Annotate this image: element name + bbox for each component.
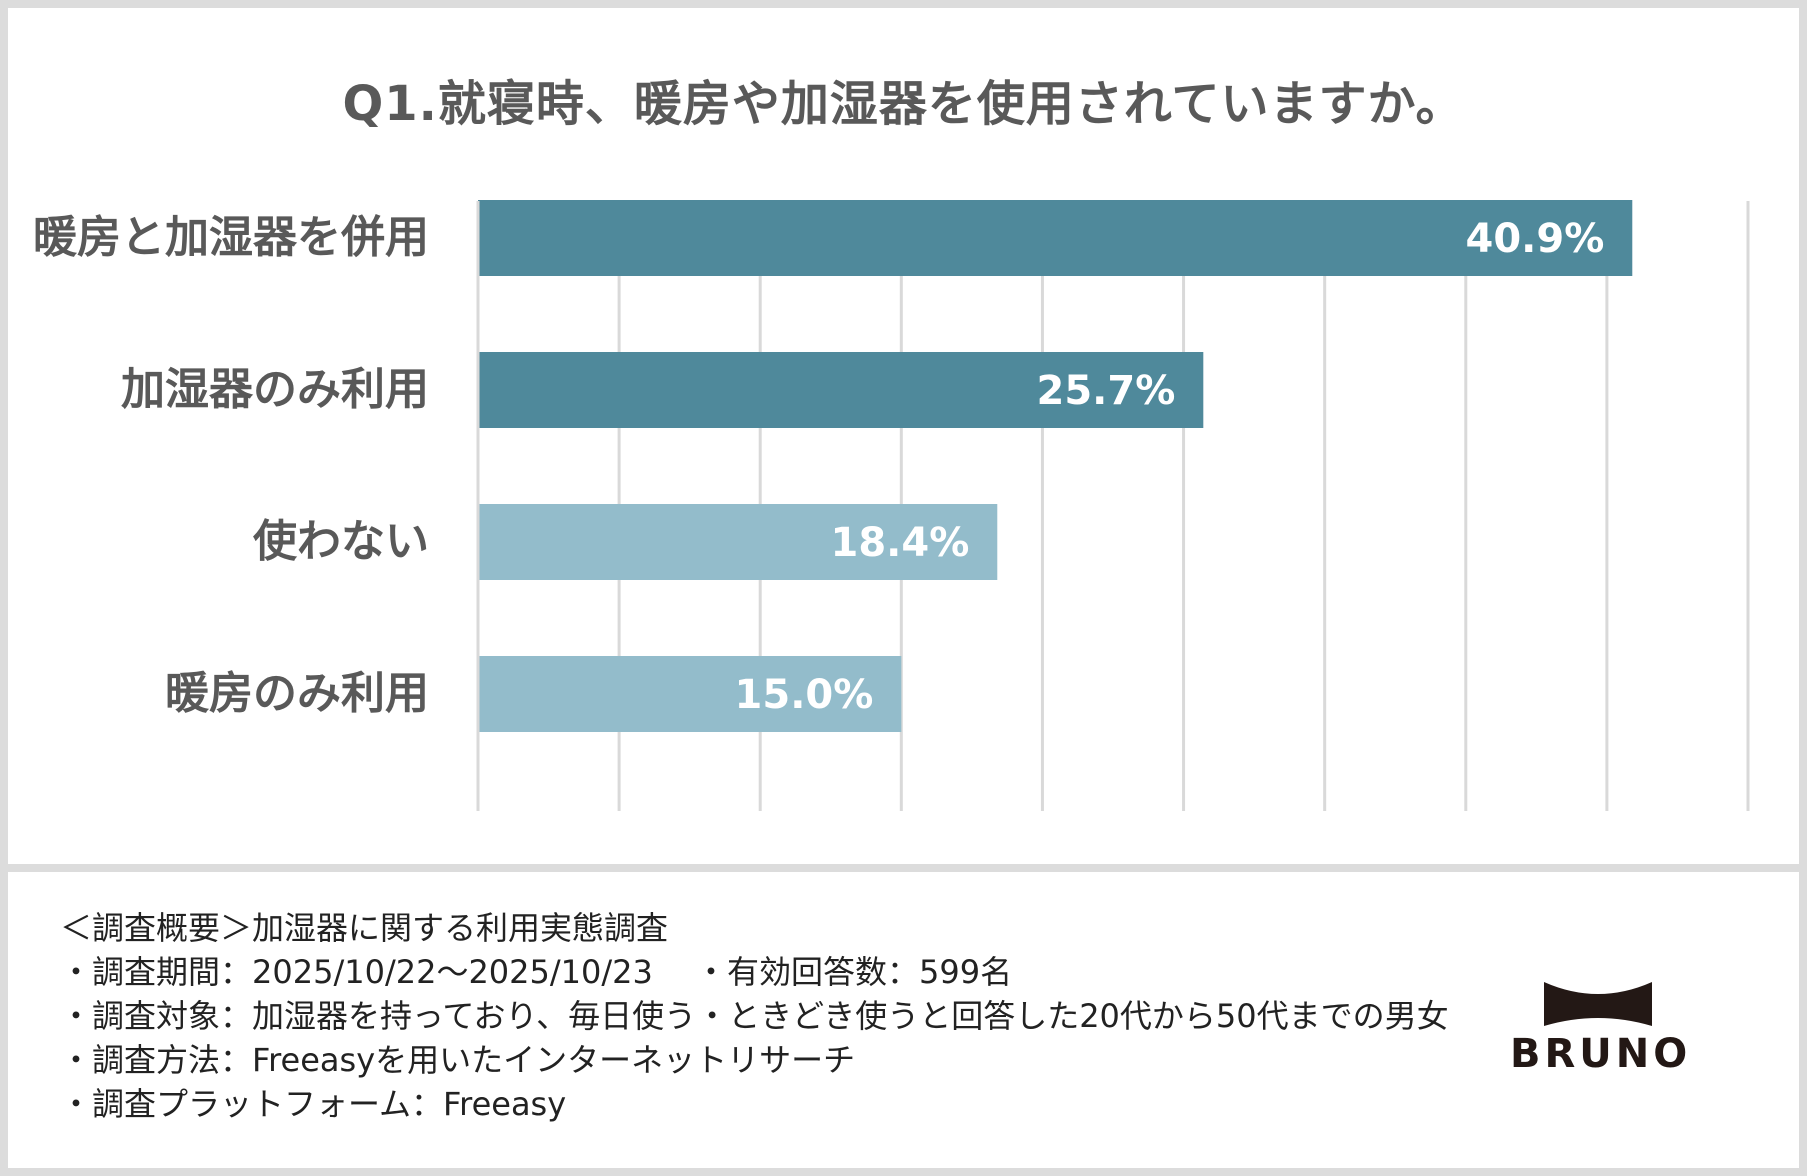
bar-1	[478, 352, 1204, 428]
category-label-1: 加湿器のみ利用	[121, 364, 429, 415]
brand-name: BRUNO	[1510, 1031, 1692, 1077]
data-label-3: 15.0%	[735, 672, 874, 718]
bar-chart: 40.9% 25.7% 18.4% 15.0%	[476, 200, 1750, 811]
data-label-0: 40.9%	[1466, 216, 1605, 262]
survey-method-note: ・調査方法：Freeasyを用いたインターネットリサーチ	[60, 1041, 856, 1079]
category-label-3: 暖房のみ利用	[165, 668, 429, 719]
survey-platform-note: ・調査プラットフォーム：Freeasy	[60, 1085, 567, 1123]
category-label-2: 使わない	[253, 516, 429, 567]
survey-notes-panel: ＜調査概要＞加湿器に関する利用実態調査 ・調査期間：2025/10/22～202…	[8, 872, 1799, 1168]
bruno-bowtie-logo-icon	[1543, 982, 1652, 1026]
chart-panel: Q1.就寝時、暖房や加湿器を使用されていますか。 40.9% 25.7% 18.4%…	[8, 8, 1799, 864]
bruno-logo: BRUNO	[1510, 980, 1692, 1077]
data-label-2: 18.4%	[831, 520, 970, 566]
chart-title: Q1.就寝時、暖房や加湿器を使用されていますか。	[342, 76, 1465, 132]
survey-summary-heading: ＜調査概要＞加湿器に関する利用実態調査	[60, 909, 669, 947]
category-label-0: 暖房と加湿器を併用	[33, 212, 429, 263]
survey-period-note: ・調査期間：2025/10/22～2025/10/23 ・有効回答数：599名	[60, 953, 1013, 991]
survey-target-note: ・調査対象：加湿器を持っており、毎日使う・ときどき使うと回答した20代から50代…	[60, 997, 1449, 1035]
bar-0	[478, 200, 1633, 276]
bar-2	[478, 504, 998, 580]
data-label-1: 25.7%	[1037, 368, 1176, 414]
bar-3	[478, 656, 902, 732]
